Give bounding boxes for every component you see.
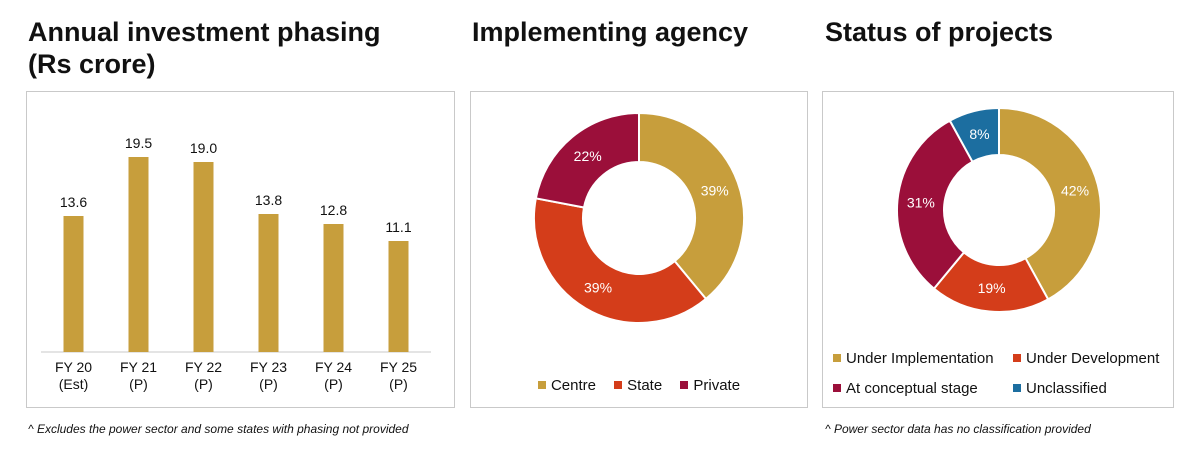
legend-swatch (1013, 384, 1021, 393)
bar-chart-title: Annual investment phasing (Rs crore) (28, 16, 381, 80)
donut-slice (638, 111, 745, 301)
legend-swatch (1013, 354, 1021, 363)
bar-value-label: 12.8 (320, 202, 347, 218)
donut-slice (534, 111, 640, 209)
x-tick-label: FY 24 (315, 359, 352, 375)
x-tick-label: (P) (259, 376, 278, 392)
donut-slice (998, 106, 1102, 301)
donut-slice (896, 119, 974, 291)
legend-item-centre: Centre (537, 377, 596, 394)
x-tick-label: (Est) (59, 376, 89, 392)
bar-chart: 13.6FY 20(Est)19.5FY 21(P)19.0FY 22(P)13… (41, 135, 431, 392)
slice-value-label: 31% (907, 195, 935, 211)
agency-chart-panel: 39% 39% 22% Centre State Private (470, 91, 808, 408)
slice-value-label: 39% (584, 279, 612, 295)
status-legend-row2: At conceptual stage Unclassified (833, 374, 1173, 404)
legend-item-at-conceptual-stage: At conceptual stage (833, 374, 1013, 404)
bar-value-label: 11.1 (385, 219, 411, 235)
x-tick-label: (P) (324, 376, 343, 392)
bar (128, 157, 149, 352)
bar-chart-title-line1: Annual investment phasing (28, 17, 381, 47)
status-chart-panel: 42% 19% 31% 8% Under Implementation Under De… (822, 91, 1174, 408)
bar-chart-footnote: ^ Excludes the power sector and some sta… (28, 422, 409, 436)
status-chart-footnote: ^ Power sector data has no classificatio… (825, 422, 1091, 436)
x-tick-label: FY 21 (120, 359, 157, 375)
legend-label: Under Development (1026, 350, 1160, 367)
bar (388, 241, 409, 352)
x-tick-label: (P) (129, 376, 148, 392)
x-tick-label: (P) (389, 376, 408, 392)
slice-value-label: 39% (701, 183, 729, 199)
legend-label: Private (693, 377, 741, 394)
bar-value-label: 19.0 (190, 140, 217, 156)
bar-value-label: 19.5 (125, 135, 152, 151)
x-tick-label: FY 25 (380, 359, 417, 375)
agency-legend: Centre State Private (471, 377, 807, 394)
legend-label: Centre (550, 377, 596, 394)
x-tick-label: FY 23 (250, 359, 287, 375)
legend-swatch (833, 384, 841, 393)
legend-label: Under Implementation (846, 350, 994, 367)
legend-swatch (614, 381, 623, 390)
x-tick-label: FY 22 (185, 359, 222, 375)
legend-swatch (833, 354, 841, 363)
bar-value-label: 13.8 (255, 192, 282, 208)
legend-item-under-implementation: Under Implementation (833, 344, 1013, 374)
status-legend: Under Implementation Under Development At… (833, 344, 1173, 404)
bar (323, 224, 344, 352)
donut-slice (948, 106, 1000, 164)
legend-label: State (627, 377, 663, 394)
legend-item-under-development: Under Development (1013, 344, 1159, 374)
bar (258, 214, 279, 352)
legend-item-state: State (614, 377, 662, 394)
slice-value-label: 42% (1061, 182, 1089, 198)
x-tick-label: FY 20 (55, 359, 92, 375)
slice-value-label: 22% (574, 148, 602, 164)
bar-value-label: 13.6 (60, 194, 87, 210)
status-chart-title: Status of projects (825, 17, 1054, 47)
legend-swatch (537, 381, 546, 390)
donut-slice (533, 197, 708, 324)
x-tick-label: (P) (194, 376, 213, 392)
bar-chart-panel: 13.6 FY 20 (Est) 19.5 FY 21 (P) 19.0 FY 22 (P) 13… (26, 91, 455, 408)
agency-chart-title: Implementing agency (472, 17, 749, 47)
slice-value-label: 19% (978, 280, 1006, 296)
slice-value-label: 8% (969, 126, 989, 142)
legend-label: At conceptual stage (846, 380, 978, 397)
legend-label: Unclassified (1026, 380, 1107, 397)
status-donut-chart: 42% 19% 31% 8% (896, 106, 1102, 313)
bar-chart-title-line2: (Rs crore) (28, 49, 156, 79)
status-legend-row1: Under Implementation Under Development (833, 344, 1173, 374)
legend-item-unclassified: Unclassified (1013, 374, 1107, 404)
bar (193, 162, 214, 352)
legend-item-private: Private (680, 377, 740, 394)
agency-donut-chart: 39% 39% 22% (533, 111, 745, 324)
legend-swatch (680, 381, 689, 390)
bar (63, 216, 84, 352)
